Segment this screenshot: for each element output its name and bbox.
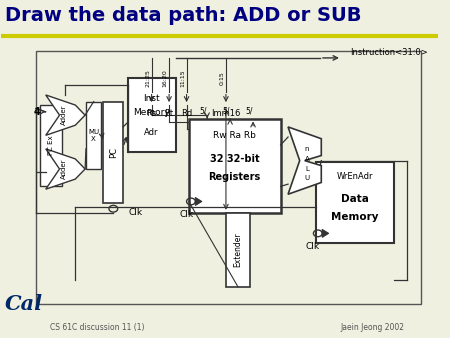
Text: Data: Data xyxy=(341,194,369,203)
Text: Adder: Adder xyxy=(60,159,67,179)
Text: 5/: 5/ xyxy=(199,106,207,116)
Text: 11:15: 11:15 xyxy=(180,69,185,87)
Text: Clk: Clk xyxy=(305,242,319,251)
Text: 5/: 5/ xyxy=(245,106,252,116)
Text: L: L xyxy=(305,166,309,172)
Text: A: A xyxy=(305,156,309,162)
Text: MU
X: MU X xyxy=(88,129,99,142)
Bar xyxy=(86,102,101,169)
Polygon shape xyxy=(322,229,328,237)
Text: Inst: Inst xyxy=(143,94,160,103)
Polygon shape xyxy=(195,197,202,206)
Text: 32 32-bit: 32 32-bit xyxy=(210,154,260,164)
Text: Instruction<31:0>: Instruction<31:0> xyxy=(351,48,428,57)
Bar xyxy=(40,105,62,186)
Text: 5/: 5/ xyxy=(222,106,230,116)
Text: Jaein Jeong 2002: Jaein Jeong 2002 xyxy=(341,323,405,332)
Text: Rs: Rs xyxy=(146,109,157,118)
Text: U: U xyxy=(304,175,310,181)
Polygon shape xyxy=(46,149,85,189)
Text: Rd: Rd xyxy=(181,109,192,118)
Text: Imm16: Imm16 xyxy=(211,109,241,118)
Text: 21:25: 21:25 xyxy=(145,69,150,87)
Text: Clk: Clk xyxy=(128,208,142,217)
Bar xyxy=(315,162,394,243)
Text: Adder: Adder xyxy=(60,105,67,125)
Bar xyxy=(189,119,281,213)
Text: Memory: Memory xyxy=(331,212,379,222)
Text: Adr: Adr xyxy=(144,128,159,137)
Text: Memory: Memory xyxy=(133,108,170,117)
Bar xyxy=(36,51,421,304)
Text: 0:15: 0:15 xyxy=(220,71,225,85)
Text: Cal: Cal xyxy=(5,294,43,314)
Text: Clk: Clk xyxy=(180,210,194,219)
Polygon shape xyxy=(288,127,321,194)
Bar xyxy=(226,213,250,287)
Text: PC: PC xyxy=(109,147,118,158)
Text: Rt: Rt xyxy=(165,109,174,118)
Text: WrEnAdr: WrEnAdr xyxy=(337,172,373,181)
Text: Draw the data path: ADD or SUB: Draw the data path: ADD or SUB xyxy=(5,6,361,25)
Text: 16:20: 16:20 xyxy=(163,69,168,87)
Text: Extender: Extender xyxy=(234,233,243,267)
Text: n: n xyxy=(305,146,309,152)
Text: 4: 4 xyxy=(34,107,40,117)
Text: Rw Ra Rb: Rw Ra Rb xyxy=(213,131,256,140)
Bar xyxy=(127,78,176,152)
Polygon shape xyxy=(46,95,85,135)
Text: CS 61C discussion 11 (1): CS 61C discussion 11 (1) xyxy=(50,323,144,332)
Text: PC Ex: PC Ex xyxy=(48,136,54,155)
Text: Registers: Registers xyxy=(208,172,261,182)
Bar xyxy=(104,102,123,203)
